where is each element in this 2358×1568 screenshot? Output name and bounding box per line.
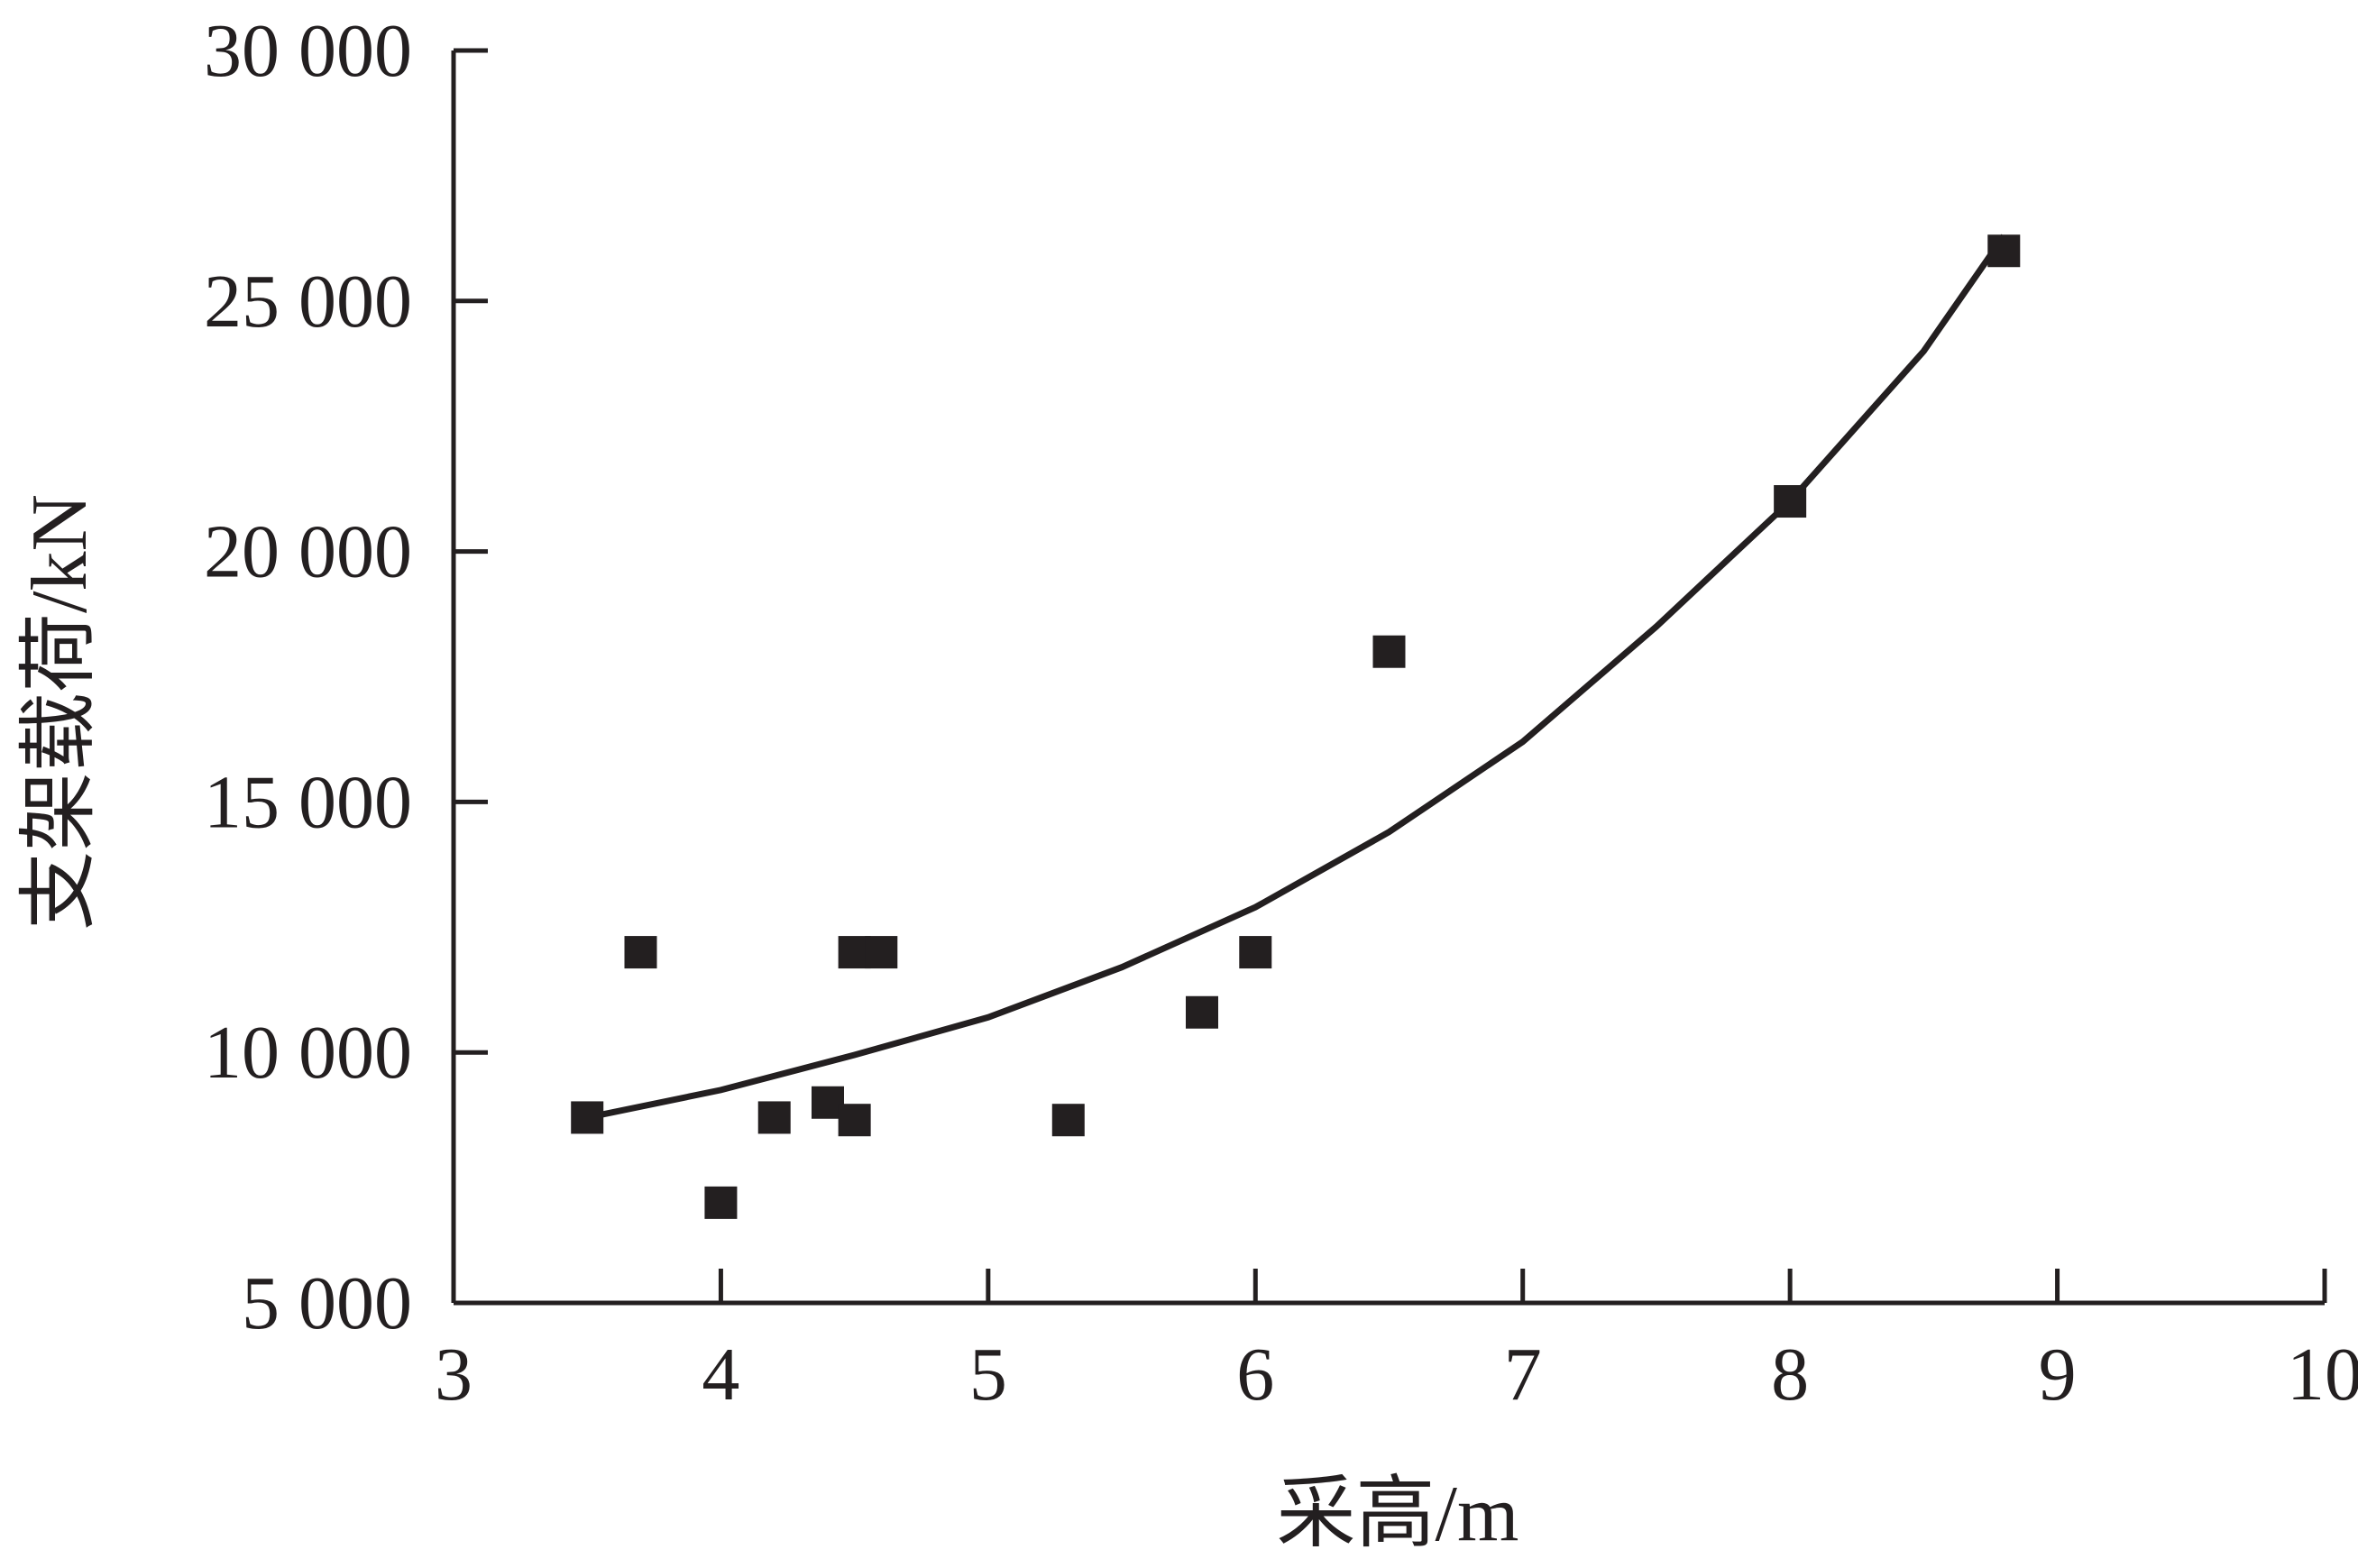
y-tick-label: 30 000 [204,9,412,93]
x-tick-label: 6 [1236,1333,1274,1417]
x-tick-label: 5 [969,1333,1007,1417]
x-tick-label: 10 [2287,1333,2358,1417]
y-tick-label: 20 000 [204,510,412,594]
axes [451,48,2327,1306]
data-point [704,1186,738,1219]
data-point [838,1104,871,1137]
fit-curve-layer [586,234,2007,1121]
data-point [1239,936,1272,969]
y-tick-label: 5 000 [242,1261,412,1345]
data-point [624,936,657,969]
data-point [757,1101,791,1134]
data-point [571,1101,604,1134]
data-point [1987,234,2021,268]
data-point [865,936,898,969]
data-point [1051,1104,1085,1137]
x-tick-label: 3 [435,1333,473,1417]
x-tick-label: 4 [702,1333,739,1417]
x-tick-label: 9 [2039,1333,2077,1417]
y-axis-title: 支架载荷/kN [16,494,104,931]
y-tick-label: 10 000 [204,1011,412,1095]
fit-curve [586,234,2007,1121]
x-tick-label: 8 [1771,1333,1809,1417]
x-axis-title: 采高/m [1277,1471,1519,1558]
tick-labels-layer: 5 000 10 000 15 000 20 000 25 000 30 000 3 4 5 6 7… [204,9,2358,1417]
data-point [1186,995,1218,1029]
x-tick-label: 7 [1504,1333,1542,1417]
y-tick-label: 25 000 [204,260,412,344]
data-point [1372,635,1406,668]
data-points-layer [571,234,2021,1219]
data-point [1774,485,1807,518]
y-tick-label: 15 000 [204,760,412,844]
